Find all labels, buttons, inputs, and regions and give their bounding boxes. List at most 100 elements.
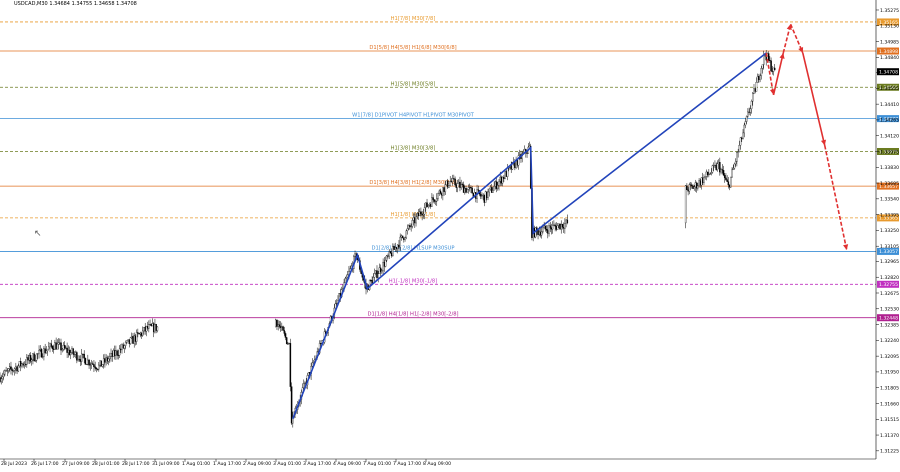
candle-body (489, 187, 492, 190)
candle-body (23, 363, 26, 366)
candle-body (447, 180, 449, 188)
price-tick-label: 1.33685 (880, 181, 899, 187)
price-tick-label: 1.32530 (880, 307, 899, 313)
candle-body (384, 260, 387, 267)
candle-body (486, 191, 488, 198)
candle-body (684, 185, 687, 224)
wave-line (292, 52, 767, 420)
candle-body (118, 348, 121, 356)
candle-body (96, 368, 99, 370)
candle-body (719, 162, 721, 173)
candle-body (565, 219, 567, 224)
candle-body (471, 187, 473, 194)
candle-body (52, 348, 55, 350)
candle-body (498, 181, 500, 186)
candle-body (461, 184, 464, 186)
candle-body (741, 137, 743, 140)
symbol: USDCAD,M30 (14, 1, 48, 7)
candle-body (730, 176, 732, 188)
level-label: H1[7/8] M30[7/8] (391, 16, 436, 22)
candle-body (714, 164, 716, 166)
candle-body (406, 228, 409, 232)
level-price-tag (877, 314, 899, 322)
candle-body (50, 343, 52, 347)
candle-body (759, 75, 761, 80)
candle-body (288, 343, 290, 345)
forecast-path (765, 23, 849, 251)
level-price-tag (877, 247, 899, 255)
candle-body (416, 213, 419, 217)
level-price-tag (877, 147, 899, 155)
candle-body (721, 169, 724, 171)
candle-body (470, 187, 472, 189)
candle-body (122, 344, 124, 349)
candle-body (703, 177, 705, 183)
time-tick-label: 26 Jul 17:00 (31, 461, 59, 467)
candle-body (85, 364, 88, 366)
candle-body (708, 174, 710, 176)
mouse-cursor-icon: ↖ (34, 229, 42, 239)
candle-body (63, 344, 66, 349)
candle-body (4, 370, 6, 375)
time-tick-label: 7 Aug 01:00 (363, 461, 391, 467)
candle-body (145, 326, 148, 332)
candle-body (453, 178, 455, 180)
candle-body (488, 188, 490, 193)
level-price-tag (877, 214, 899, 222)
candle-body (414, 217, 416, 224)
candle-body (420, 211, 422, 215)
forecast-arrowhead (786, 24, 792, 31)
candle-body (102, 358, 105, 365)
forecast-arrowhead (798, 46, 804, 53)
candle-body (538, 231, 541, 235)
candle-body (91, 363, 94, 365)
candle-body (716, 163, 719, 170)
level-price-tag (877, 47, 899, 55)
candle-body (462, 184, 465, 193)
candle-body (431, 197, 433, 207)
candle-body (712, 165, 715, 167)
candle-body (704, 176, 706, 178)
candle-body (526, 152, 528, 154)
candle-body (761, 64, 764, 69)
candle-body (697, 185, 699, 189)
candle-body (455, 184, 458, 188)
price-tick-label: 1.33830 (880, 165, 899, 171)
candle-body (276, 319, 278, 327)
level-price-label: 1.32755 (879, 282, 898, 288)
price-tick-label: 1.35130 (880, 24, 899, 30)
candle-body (15, 366, 17, 369)
candle-body (368, 280, 371, 290)
candle-body (409, 225, 411, 227)
candle-body (705, 171, 708, 177)
candle-body (9, 366, 11, 369)
level-price-label: 1.34565 (879, 85, 898, 91)
candle-body (121, 344, 123, 351)
candle-body (139, 332, 142, 335)
candle-body (501, 176, 504, 184)
candle-body (449, 181, 451, 186)
candle-body (454, 178, 456, 186)
candle-body (46, 348, 49, 352)
candle-body (111, 353, 113, 357)
candle-body (450, 181, 453, 183)
forecast-arrowhead (820, 139, 827, 146)
candle-body (89, 364, 92, 366)
price-tick-label: 1.32965 (880, 259, 899, 265)
candle-body (11, 369, 13, 371)
candle-body (379, 267, 382, 273)
candle-body (699, 180, 702, 186)
forecast-segment (772, 52, 785, 96)
candle-body (105, 357, 107, 363)
candle-body (742, 132, 744, 140)
candle-body (504, 171, 506, 179)
candle-body (18, 361, 21, 367)
level-label: H1[1/8] M30[1/8] (391, 212, 436, 218)
candle-body (30, 359, 33, 362)
candle-body (54, 342, 56, 350)
candle-body (57, 342, 60, 345)
candle-body (87, 359, 89, 365)
